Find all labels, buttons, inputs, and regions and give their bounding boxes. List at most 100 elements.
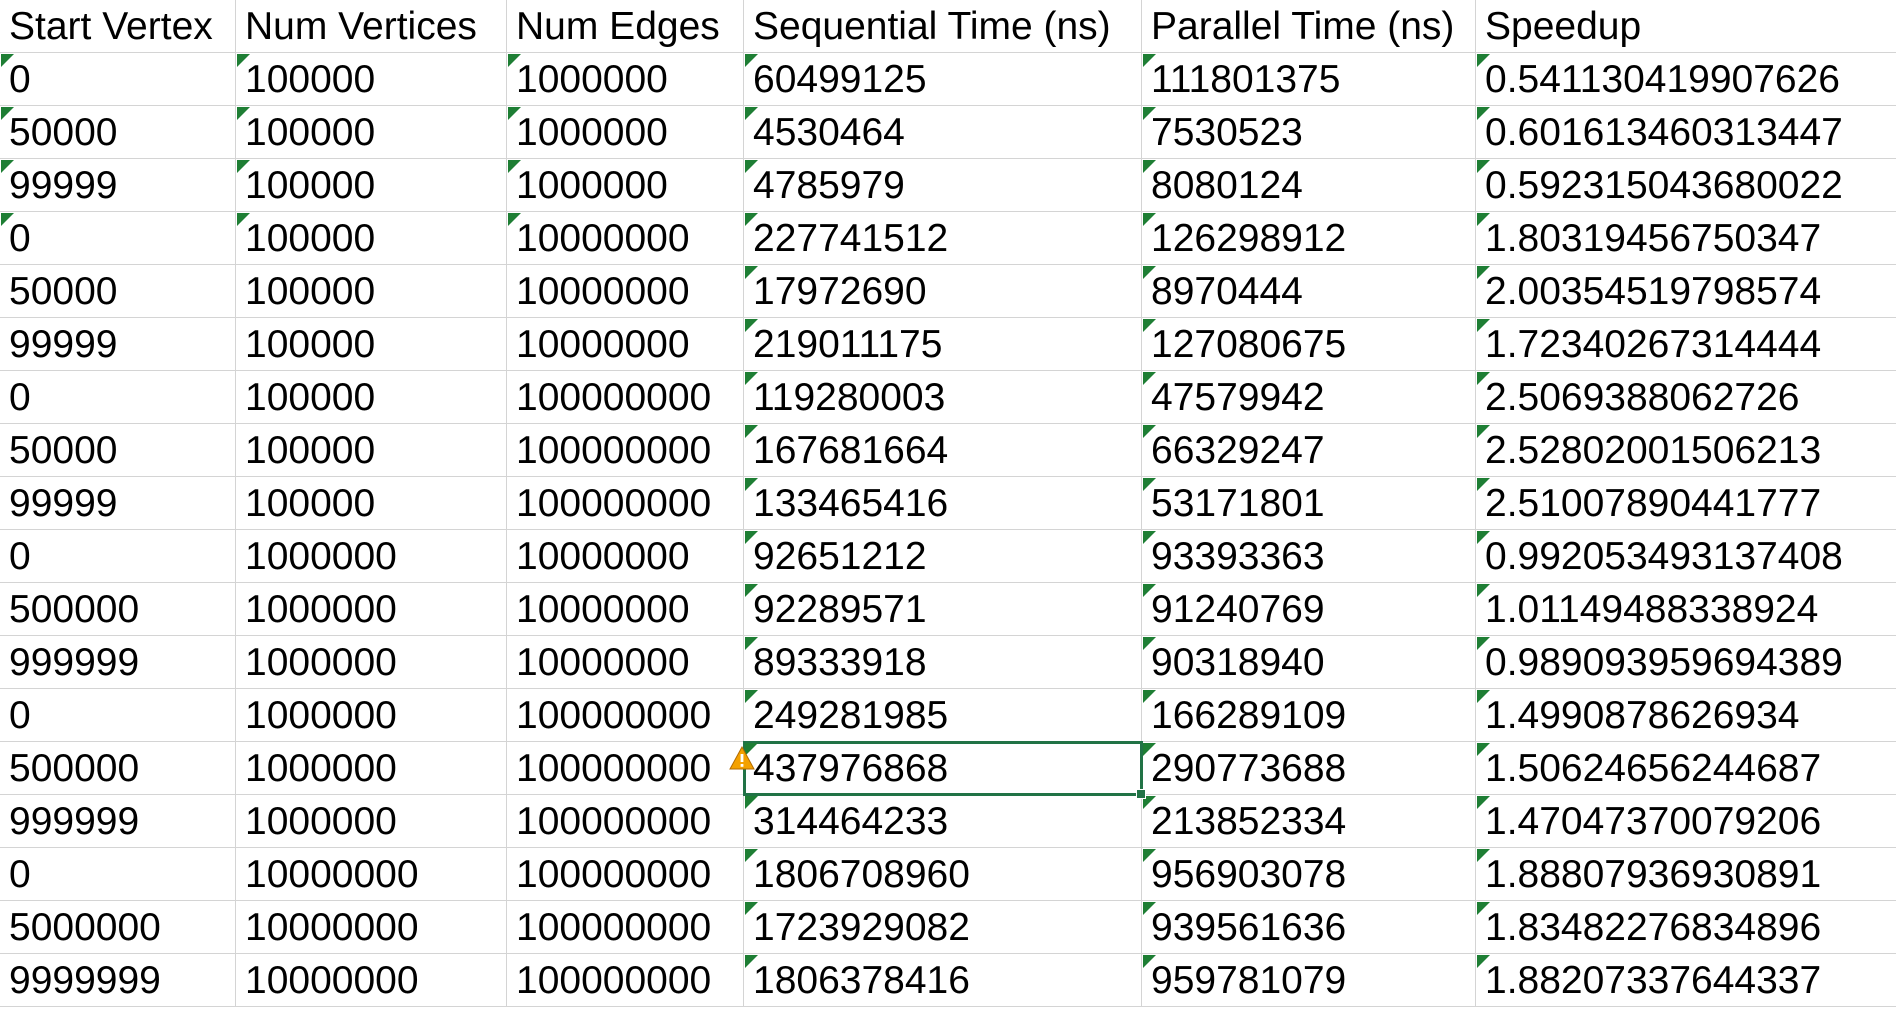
cell-num-edges[interactable]: 10000000 [507,530,744,583]
cell-speedup[interactable]: 2.00354519798574 [1476,265,1896,318]
cell-speedup[interactable]: 1.47047370079206 [1476,795,1896,848]
cell-num-vertices[interactable]: 1000000 [236,795,507,848]
cell-parallel-time[interactable]: 127080675 [1142,318,1476,371]
cell-sequential-time[interactable]: 249281985 [744,689,1142,742]
cell-sequential-time[interactable]: 17972690 [744,265,1142,318]
cell-num-vertices[interactable]: 100000 [236,106,507,159]
cell-num-edges[interactable]: 100000000 [507,848,744,901]
cell-start-vertex[interactable]: 50000 [0,265,236,318]
cell-start-vertex[interactable]: 99999 [0,318,236,371]
cell-speedup[interactable]: 0.992053493137408 [1476,530,1896,583]
cell-parallel-time[interactable]: 956903078 [1142,848,1476,901]
cell-parallel-time[interactable]: 53171801 [1142,477,1476,530]
cell-num-edges[interactable]: 10000000 [507,636,744,689]
cell-num-vertices[interactable]: 100000 [236,477,507,530]
cell-sequential-time[interactable]: 92651212 [744,530,1142,583]
cell-num-vertices[interactable]: 100000 [236,159,507,212]
cell-speedup[interactable]: 1.88207337644337 [1476,954,1896,1007]
cell-sequential-time[interactable]: 60499125 [744,53,1142,106]
cell-sequential-time[interactable]: 227741512 [744,212,1142,265]
cell-parallel-time[interactable]: 126298912 [1142,212,1476,265]
cell-start-vertex[interactable]: 99999 [0,477,236,530]
cell-start-vertex[interactable]: 500000 [0,742,236,795]
cell-num-edges[interactable]: 100000000 [507,477,744,530]
cell-num-edges[interactable]: 10000000 [507,212,744,265]
cell-start-vertex[interactable]: 500000 [0,583,236,636]
cell-num-vertices[interactable]: 10000000 [236,848,507,901]
cell-speedup[interactable]: 2.52802001506213 [1476,424,1896,477]
cell-speedup[interactable]: 1.01149488338924 [1476,583,1896,636]
cell-start-vertex[interactable]: 999999 [0,636,236,689]
cell-start-vertex[interactable]: 50000 [0,106,236,159]
cell-parallel-time[interactable]: 959781079 [1142,954,1476,1007]
cell-num-edges[interactable]: 100000000 [507,424,744,477]
cell-parallel-time[interactable]: 8970444 [1142,265,1476,318]
cell-sequential-time[interactable]: 133465416 [744,477,1142,530]
cell-speedup[interactable]: 0.601613460313447 [1476,106,1896,159]
cell-speedup[interactable]: 1.50624656244687 [1476,742,1896,795]
cell-speedup[interactable]: 1.80319456750347 [1476,212,1896,265]
cell-num-vertices[interactable]: 1000000 [236,530,507,583]
cell-num-edges[interactable]: 1000000 [507,106,744,159]
cell-sequential-time[interactable]: 1723929082 [744,901,1142,954]
cell-sequential-time[interactable]: 89333918 [744,636,1142,689]
cell-parallel-time[interactable]: 8080124 [1142,159,1476,212]
cell-parallel-time[interactable]: 91240769 [1142,583,1476,636]
cell-sequential-time[interactable]: 437976868 [743,741,1146,799]
cell-num-vertices[interactable]: 1000000 [236,689,507,742]
cell-start-vertex[interactable]: 0 [0,371,236,424]
cell-speedup[interactable]: 2.5069388062726 [1476,371,1896,424]
cell-parallel-time[interactable]: 47579942 [1142,371,1476,424]
header-parallel-time[interactable]: Parallel Time (ns) [1142,0,1476,53]
cell-speedup[interactable]: 1.83482276834896 [1476,901,1896,954]
cell-sequential-time[interactable]: 219011175 [744,318,1142,371]
cell-num-edges[interactable]: 100000000 [507,901,744,954]
cell-parallel-time[interactable]: 290773688 [1142,742,1476,795]
cell-sequential-time[interactable]: 4530464 [744,106,1142,159]
cell-num-vertices[interactable]: 100000 [236,212,507,265]
cell-num-vertices[interactable]: 100000 [236,318,507,371]
cell-start-vertex[interactable]: 50000 [0,424,236,477]
cell-num-edges[interactable]: 1000000 [507,159,744,212]
cell-start-vertex[interactable]: 5000000 [0,901,236,954]
cell-num-vertices[interactable]: 100000 [236,53,507,106]
cell-speedup[interactable]: 1.88807936930891 [1476,848,1896,901]
cell-sequential-time[interactable]: 119280003 [744,371,1142,424]
cell-num-vertices[interactable]: 10000000 [236,954,507,1007]
cell-speedup[interactable]: 0.989093959694389 [1476,636,1896,689]
cell-parallel-time[interactable]: 93393363 [1142,530,1476,583]
cell-start-vertex[interactable]: 0 [0,53,236,106]
cell-num-edges[interactable]: 100000000 [507,742,755,795]
cell-start-vertex[interactable]: 0 [0,848,236,901]
warning-icon[interactable] [729,746,755,770]
cell-parallel-time[interactable]: 939561636 [1142,901,1476,954]
cell-sequential-time[interactable]: 1806378416 [744,954,1142,1007]
cell-parallel-time[interactable]: 90318940 [1142,636,1476,689]
cell-sequential-time[interactable]: 1806708960 [744,848,1142,901]
cell-sequential-time[interactable]: 4785979 [744,159,1142,212]
cell-num-vertices[interactable]: 100000 [236,424,507,477]
cell-num-vertices[interactable]: 1000000 [236,583,507,636]
cell-num-edges[interactable]: 100000000 [507,689,744,742]
header-start-vertex[interactable]: Start Vertex [0,0,236,53]
cell-num-edges[interactable]: 10000000 [507,583,744,636]
cell-speedup[interactable]: 2.51007890441777 [1476,477,1896,530]
cell-sequential-time[interactable]: 167681664 [744,424,1142,477]
cell-num-vertices[interactable]: 100000 [236,371,507,424]
cell-num-vertices[interactable]: 100000 [236,265,507,318]
cell-start-vertex[interactable]: 0 [0,689,236,742]
cell-num-edges[interactable]: 100000000 [507,795,744,848]
cell-start-vertex[interactable]: 9999999 [0,954,236,1007]
cell-num-edges[interactable]: 100000000 [507,954,744,1007]
cell-num-edges[interactable]: 1000000 [507,53,744,106]
cell-num-vertices[interactable]: 1000000 [236,636,507,689]
cell-speedup[interactable]: 0.541130419907626 [1476,53,1896,106]
cell-parallel-time[interactable]: 166289109 [1142,689,1476,742]
fill-handle[interactable] [1136,789,1146,799]
cell-parallel-time[interactable]: 66329247 [1142,424,1476,477]
header-sequential-time[interactable]: Sequential Time (ns) [744,0,1142,53]
cell-num-edges[interactable]: 100000000 [507,371,744,424]
cell-num-edges[interactable]: 10000000 [507,318,744,371]
cell-start-vertex[interactable]: 0 [0,530,236,583]
